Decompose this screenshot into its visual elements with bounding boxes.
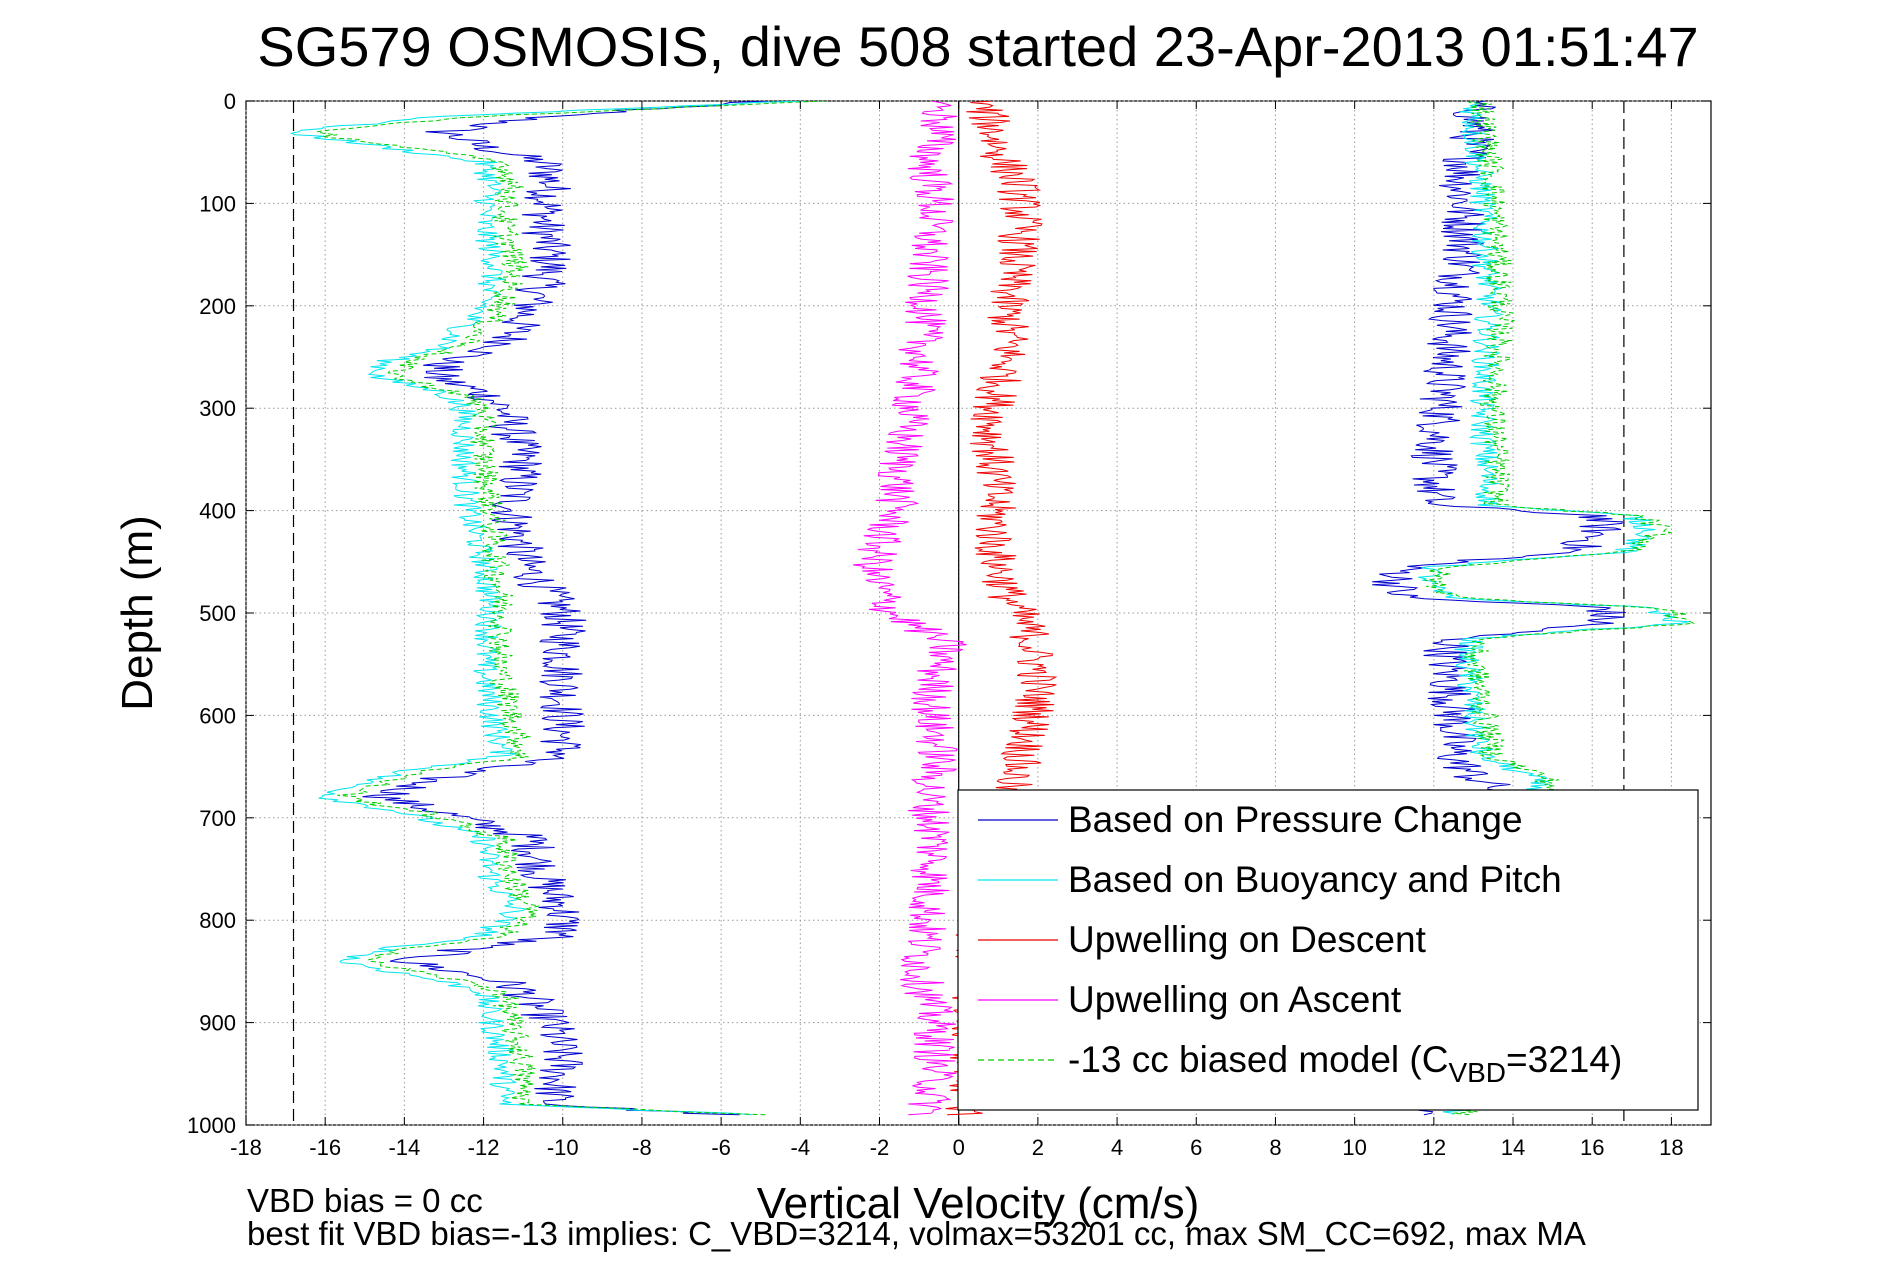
series-buoyancy-pitch-descent-line — [289, 101, 806, 1116]
x-tick-label: 14 — [1501, 1135, 1525, 1160]
x-tick-label: -2 — [870, 1135, 890, 1160]
y-tick-label: 400 — [199, 499, 236, 524]
x-axis-ticks: -18 -16 -14 -12 -10 -8 -6 -4 -2 0 2 4 6 8 10 12 14 16 18 — [230, 101, 1684, 1160]
x-tick-label: 8 — [1269, 1135, 1281, 1160]
y-tick-label: 300 — [199, 396, 236, 421]
chart-title: SG579 OSMOSIS, dive 508 started 23-Apr-2… — [257, 15, 1698, 78]
legend-label: -13 cc biased model (CVBD=3214) — [1068, 1039, 1622, 1088]
series-biased-model-descent-line — [316, 101, 825, 1116]
footer-best-fit: best fit VBD bias=-13 implies: C_VBD=321… — [247, 1215, 1586, 1252]
x-tick-label: 2 — [1032, 1135, 1044, 1160]
y-axis-ticks: 0 100 200 300 400 500 600 700 800 900 1000 — [187, 89, 1711, 1138]
x-tick-label: -8 — [632, 1135, 652, 1160]
x-tick-label: 12 — [1422, 1135, 1446, 1160]
legend: Based on Pressure Change Based on Buoyanc… — [957, 789, 1699, 1111]
y-tick-label: 200 — [199, 294, 236, 319]
x-axis-label: Vertical Velocity (cm/s) — [757, 1179, 1200, 1228]
x-tick-label: 6 — [1190, 1135, 1202, 1160]
legend-label: Upwelling on Descent — [1068, 919, 1427, 960]
x-tick-label: -6 — [711, 1135, 731, 1160]
legend-label: Based on Buoyancy and Pitch — [1068, 859, 1562, 900]
y-tick-label: 900 — [199, 1011, 236, 1036]
y-tick-label: 700 — [199, 806, 236, 831]
x-tick-label: -14 — [388, 1135, 420, 1160]
y-tick-label: 500 — [199, 601, 236, 626]
x-tick-label: -12 — [468, 1135, 500, 1160]
y-axis-label: Depth (m) — [113, 515, 162, 711]
series-upwelling-ascent-line — [852, 101, 967, 1116]
x-tick-label: -18 — [230, 1135, 262, 1160]
y-tick-label: 800 — [199, 908, 236, 933]
x-tick-label: 18 — [1659, 1135, 1683, 1160]
legend-label: Upwelling on Ascent — [1068, 979, 1402, 1020]
y-tick-label: 1000 — [187, 1113, 236, 1138]
x-tick-label: 0 — [953, 1135, 965, 1160]
x-tick-label: 16 — [1580, 1135, 1604, 1160]
x-tick-label: -4 — [791, 1135, 811, 1160]
y-tick-label: 0 — [224, 89, 236, 114]
series-pressure-change-descent-line — [362, 101, 769, 1116]
x-tick-label: 4 — [1111, 1135, 1123, 1160]
y-tick-label: 600 — [199, 703, 236, 728]
x-tick-label: -16 — [309, 1135, 341, 1160]
footer-vbd-bias: VBD bias = 0 cc — [247, 1182, 483, 1219]
y-tick-label: 100 — [199, 191, 236, 216]
x-tick-label: 10 — [1342, 1135, 1366, 1160]
legend-box — [957, 789, 1699, 1111]
x-tick-label: -10 — [547, 1135, 579, 1160]
legend-label: Based on Pressure Change — [1068, 799, 1523, 840]
series-biased-model-ascent-line — [1424, 101, 1695, 1116]
